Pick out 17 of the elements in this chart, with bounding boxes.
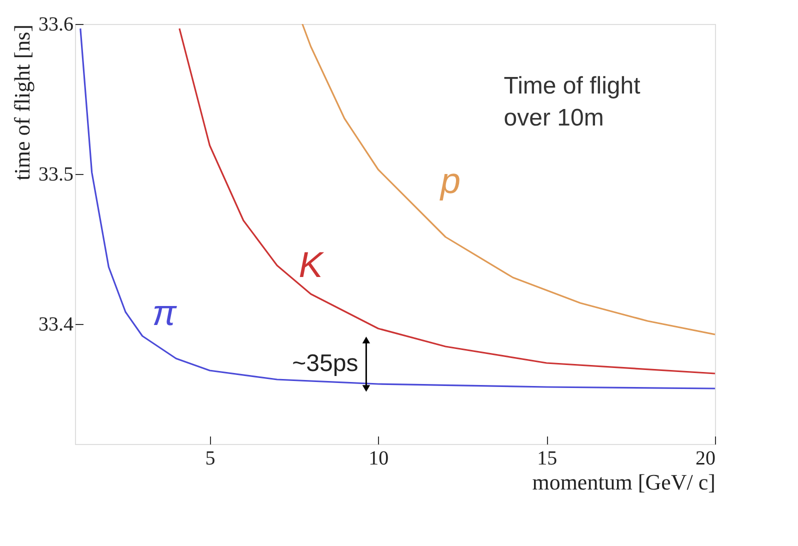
y-tick-label: 33.4 (38, 314, 74, 336)
x-tick-label: 10 (368, 448, 389, 470)
line-series (302, 24, 715, 336)
annotation: Time of flight over 10m (504, 72, 641, 132)
x-tick-label: 15 (537, 448, 558, 470)
series-label: p (440, 160, 461, 201)
annotation: ~35ps (292, 350, 358, 378)
series-label: K (298, 244, 325, 285)
x-axis-title: momentum [GeV/ c] (532, 470, 716, 494)
y-axis-title: time of flight [ns] (10, 24, 34, 180)
y-tick-label: 33.5 (38, 164, 74, 186)
y-tick-label: 33.6 (38, 14, 74, 36)
line-series (80, 28, 715, 390)
x-tick-label: 20 (696, 448, 716, 470)
x-tick-label: 5 (205, 448, 216, 470)
line-series (178, 28, 715, 374)
series-label: π (152, 292, 178, 333)
